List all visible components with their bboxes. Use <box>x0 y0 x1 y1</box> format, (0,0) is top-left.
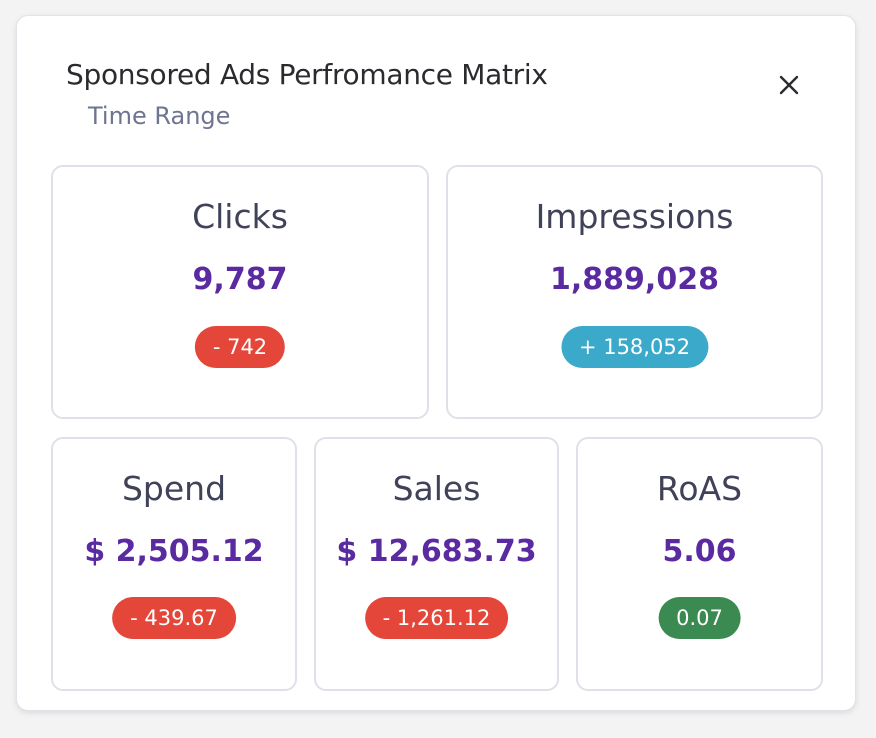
clicks-tile: Clicks 9,787 - 742 <box>51 165 429 419</box>
sales-value: $ 12,683.73 <box>336 534 537 569</box>
sales-label: Sales <box>392 469 481 508</box>
roas-value: 5.06 <box>662 534 737 569</box>
spend-value: $ 2,505.12 <box>84 534 264 569</box>
close-button[interactable] <box>774 70 804 100</box>
roas-delta-badge: 0.07 <box>658 597 741 639</box>
clicks-delta-badge: - 742 <box>194 326 286 368</box>
close-icon <box>779 75 799 95</box>
spend-tile: Spend $ 2,505.12 - 439.67 <box>51 437 297 691</box>
performance-matrix-card: Sponsored Ads Perfromance Matrix Time Ra… <box>16 15 856 711</box>
spend-delta-badge: - 439.67 <box>112 597 236 639</box>
clicks-label: Clicks <box>192 197 288 236</box>
impressions-delta-badge: + 158,052 <box>560 326 709 368</box>
roas-tile: RoAS 5.06 0.07 <box>576 437 823 691</box>
card-title: Sponsored Ads Perfromance Matrix <box>66 58 548 91</box>
impressions-label: Impressions <box>535 197 734 236</box>
roas-label: RoAS <box>656 469 743 508</box>
sales-tile: Sales $ 12,683.73 - 1,261.12 <box>314 437 559 691</box>
time-range-label[interactable]: Time Range <box>88 102 231 130</box>
spend-label: Spend <box>121 469 227 508</box>
clicks-value: 9,787 <box>192 262 288 297</box>
impressions-value: 1,889,028 <box>550 262 719 297</box>
impressions-tile: Impressions 1,889,028 + 158,052 <box>446 165 823 419</box>
sales-delta-badge: - 1,261.12 <box>364 597 509 639</box>
